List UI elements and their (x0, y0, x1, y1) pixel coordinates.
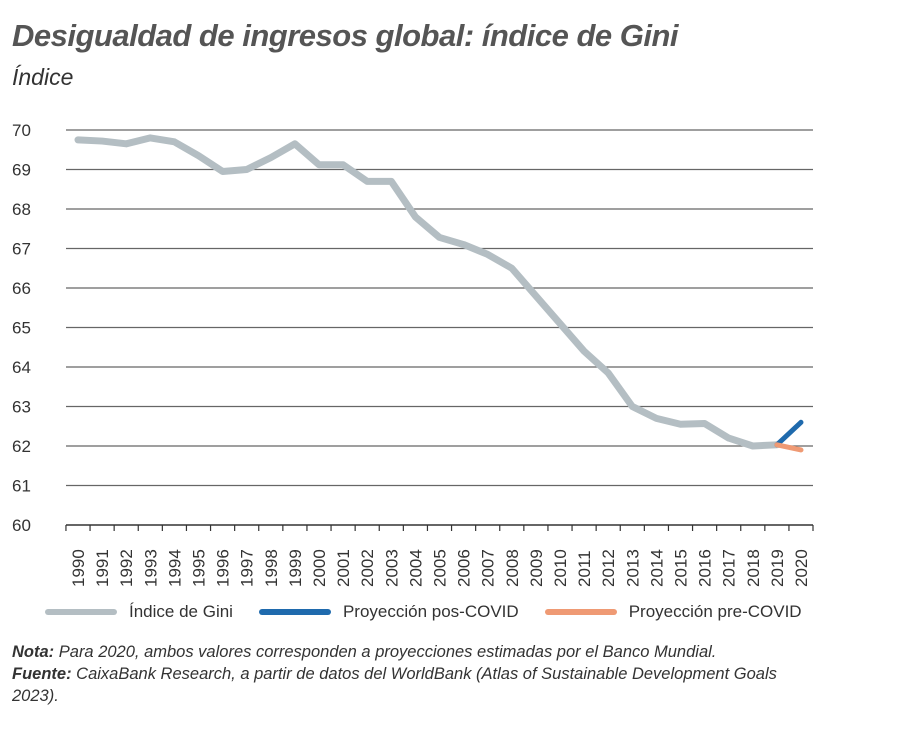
note-text: Para 2020, ambos valores corresponden a … (54, 643, 717, 661)
y-tick-label: 67 (12, 240, 31, 259)
y-tick-label: 62 (12, 437, 31, 456)
x-tick-label: 2018 (744, 549, 763, 587)
y-tick-label: 64 (12, 358, 31, 377)
x-tick-label: 2015 (672, 549, 691, 587)
x-tick-label: 2009 (527, 549, 546, 587)
x-tick-label: 2019 (768, 549, 787, 587)
y-tick-label: 69 (12, 161, 31, 180)
x-tick-label: 1998 (262, 549, 281, 587)
x-tick-label: 2007 (479, 549, 498, 587)
y-tick-label: 65 (12, 319, 31, 338)
x-tick-label: 2006 (455, 549, 474, 587)
chart-title: Desigualdad de ingresos global: índice d… (12, 18, 679, 53)
x-tick-label: 2017 (720, 549, 739, 587)
chart-subtitle: Índice (12, 64, 74, 90)
x-tick-label: 2012 (599, 549, 618, 587)
x-tick-label: 2002 (358, 549, 377, 587)
note-line: Nota: Para 2020, ambos valores correspon… (12, 641, 792, 663)
source-label: Fuente: (12, 665, 72, 683)
x-tick-label: 2000 (310, 549, 329, 587)
source-text: CaixaBank Research, a partir de datos de… (12, 665, 777, 705)
legend-label: Proyección pos-COVID (342, 602, 519, 621)
x-tick-label: 2010 (551, 549, 570, 587)
x-tick-label: 2011 (575, 550, 594, 587)
y-tick-label: 60 (12, 516, 31, 535)
legend-item: Proyección pos-COVID (258, 602, 519, 622)
x-tick-label: 2004 (406, 549, 425, 587)
source-line: Fuente: CaixaBank Research, a partir de … (12, 663, 792, 707)
legend-swatch (258, 609, 331, 615)
y-tick-label: 68 (12, 200, 31, 219)
line-chart: 70 69 68 67 66 65 64 63 62 61 60 1990 1991 1992 1993 19… (12, 121, 814, 587)
x-tick-label: 2005 (431, 549, 450, 587)
x-tick-label: 1994 (165, 549, 184, 587)
y-tick-label: 63 (12, 398, 31, 417)
notes: Nota: Para 2020, ambos valores correspon… (12, 641, 792, 707)
legend-item: Índice de Gini (45, 602, 233, 622)
y-tick-label: 61 (12, 477, 31, 496)
x-tick-label: 1990 (69, 549, 88, 587)
x-tick-label: 1992 (117, 549, 136, 587)
series-line-1 (74, 134, 781, 450)
x-tick-label: 1991 (93, 549, 112, 587)
x-tick-label: 2013 (623, 549, 642, 587)
x-tick-label: 2014 (647, 549, 666, 587)
legend-item: Proyección pre-COVID (544, 602, 802, 622)
legend-swatch (544, 609, 617, 615)
y-tick-label: 66 (12, 279, 31, 298)
x-tick-label: 2008 (503, 549, 522, 587)
x-tick-label: 2001 (334, 549, 353, 587)
note-label: Nota: (12, 643, 55, 661)
x-tick-label: 2016 (696, 549, 715, 587)
legend-label: Proyección pre-COVID (628, 602, 802, 621)
legend-swatch (45, 609, 117, 615)
x-tick-label: 2003 (382, 549, 401, 587)
x-tick-label: 2020 (792, 549, 811, 587)
x-tick-label: 1999 (286, 549, 305, 587)
series-line-2 (774, 419, 804, 448)
x-tick-label: 1996 (214, 549, 233, 587)
series-line-3 (774, 442, 804, 453)
legend-label: Índice de Gini (129, 602, 233, 621)
x-tick-label: 1995 (190, 549, 209, 587)
x-tick-label: 1993 (141, 549, 160, 587)
y-tick-label: 70 (12, 121, 31, 140)
legend: Índice de Gini Proyección pos-COVID Proyec… (45, 602, 828, 622)
x-tick-label: 1997 (238, 549, 257, 587)
